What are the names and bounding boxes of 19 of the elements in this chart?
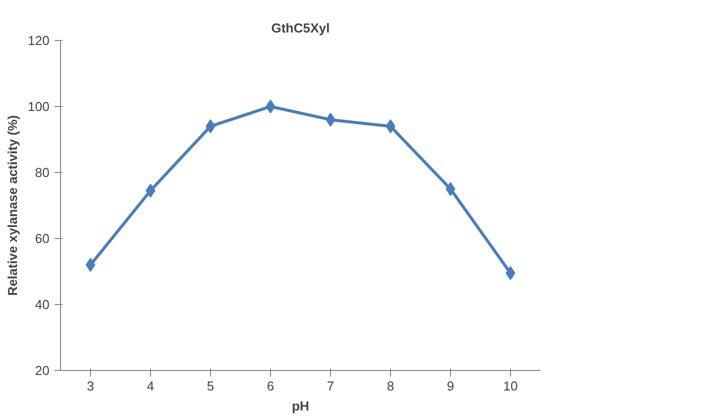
- x-tick-label: 10: [503, 378, 518, 394]
- x-tick-label: 5: [206, 378, 214, 394]
- x-tick-label: 8: [386, 378, 394, 394]
- x-tick-label: 9: [446, 378, 454, 394]
- y-tick-label: 80: [35, 165, 50, 180]
- x-axis-title: pH: [292, 398, 310, 414]
- point: [266, 100, 276, 114]
- y-tick-label: 100: [28, 99, 50, 114]
- y-tick-label: 120: [28, 33, 50, 48]
- x-tick-label: 6: [266, 378, 274, 394]
- chart-title: GthC5Xyl: [271, 20, 330, 36]
- y-tick-label: 40: [35, 297, 50, 312]
- x-tick-label: 3: [86, 378, 94, 394]
- y-tick-label: 20: [35, 363, 50, 378]
- y-tick-label: 60: [35, 231, 50, 246]
- point: [446, 182, 456, 196]
- y-axis-title: Relative xylanase activity (%): [4, 115, 20, 296]
- x-tick-label: 4: [146, 378, 154, 394]
- x-tick-label: 7: [326, 378, 334, 394]
